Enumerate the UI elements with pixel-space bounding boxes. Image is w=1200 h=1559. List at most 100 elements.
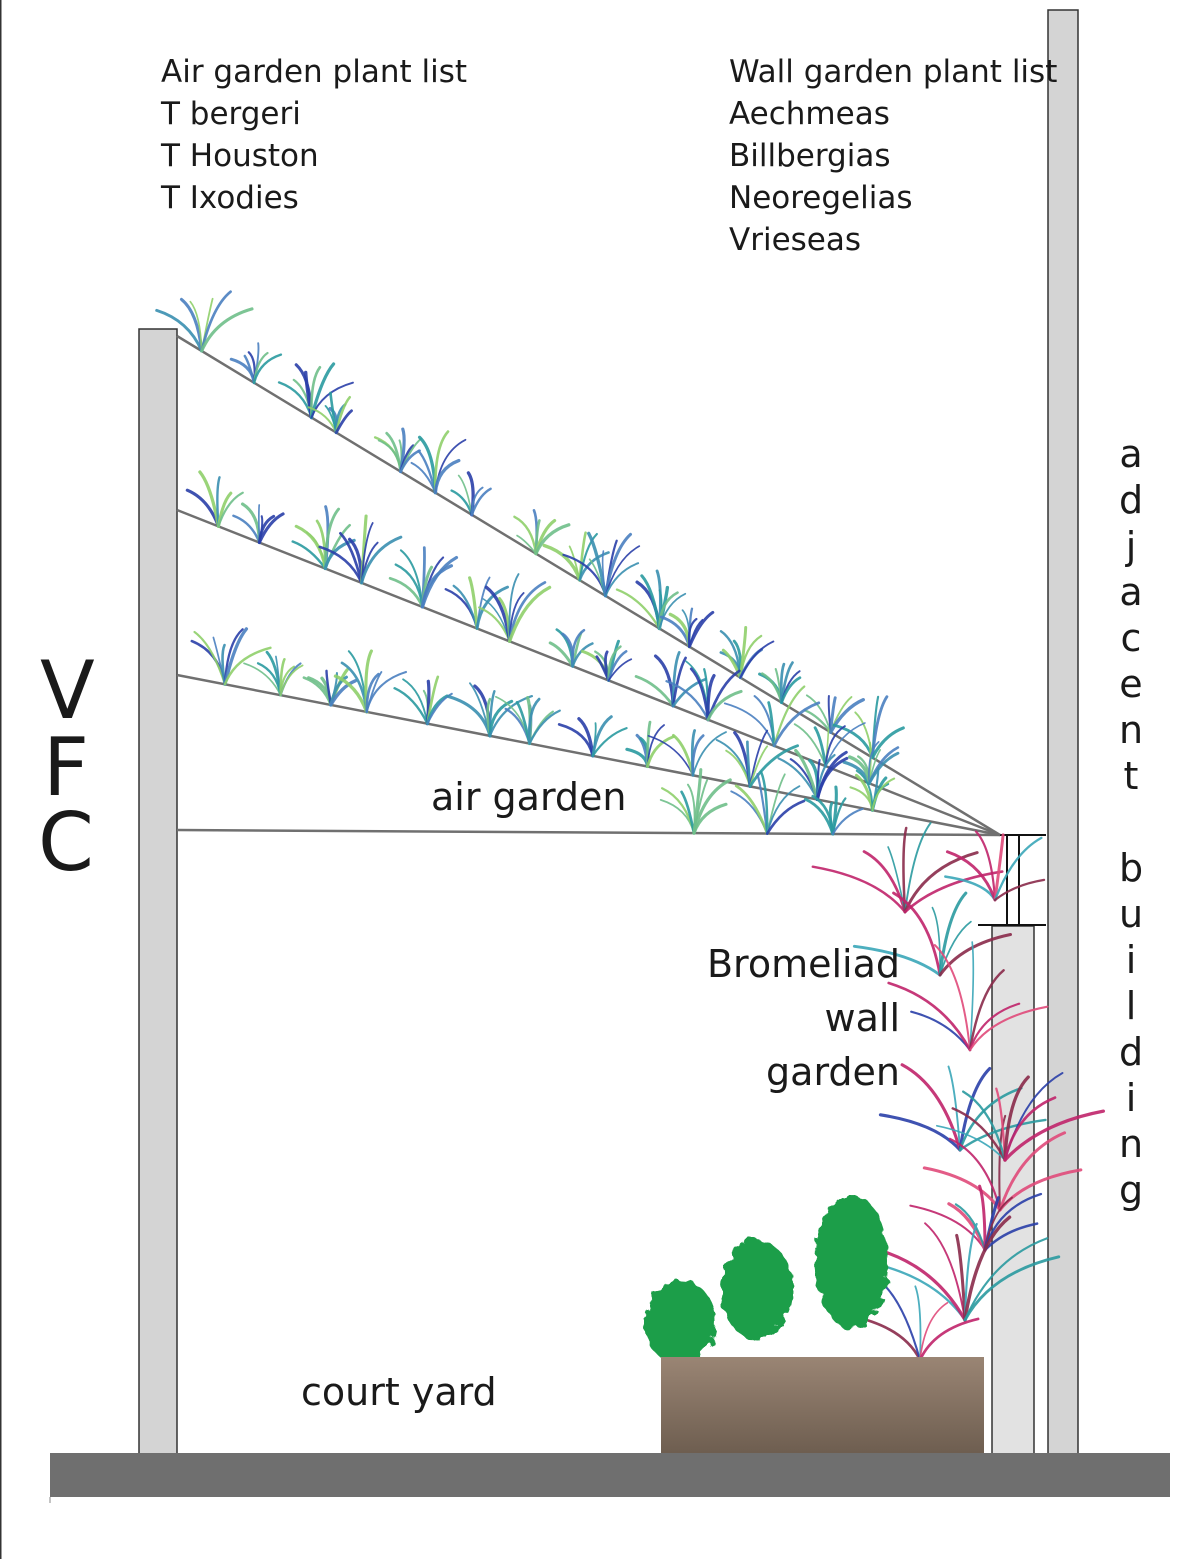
- air-plant: [450, 471, 492, 517]
- bromeliad-label-line: Bromeliad: [707, 942, 900, 986]
- air-plant: [333, 649, 408, 714]
- air-plant: [723, 685, 821, 748]
- cable-1: [176, 334, 1001, 837]
- air-list-heading: Air garden plant list: [161, 54, 467, 90]
- adjacent-building-letter: n: [1119, 708, 1143, 752]
- vfc-wall: [138, 328, 178, 1458]
- wall-list-item: Aechmeas: [729, 96, 890, 132]
- air-list-item: T Houston: [160, 138, 319, 174]
- air-plant: [634, 651, 707, 708]
- air-garden-plant-list: Air garden plant list T bergeri T Housto…: [160, 54, 467, 216]
- air-plant: [513, 509, 571, 556]
- air-plant: [494, 695, 561, 746]
- adjacent-building-letter: i: [1126, 1076, 1137, 1120]
- frame-left-edge: [0, 0, 2, 1559]
- air-plant: [581, 639, 633, 682]
- air-plants: [155, 290, 905, 836]
- air-plant: [665, 660, 743, 722]
- cable-4: [176, 828, 1001, 837]
- air-list-item: T Ixodies: [160, 180, 299, 216]
- air-plant: [659, 768, 732, 835]
- bromeliads: [811, 822, 1106, 1362]
- air-plant: [548, 628, 594, 668]
- air-plant: [190, 627, 272, 686]
- support-cables: [176, 334, 1001, 837]
- vfc-label: V F C: [38, 644, 95, 889]
- air-plant: [542, 531, 610, 582]
- adjacent-building-letter: b: [1119, 846, 1143, 890]
- air-plant: [307, 391, 353, 435]
- bromeliad-plant: [887, 941, 1049, 1052]
- air-plant: [777, 748, 849, 802]
- bromeliad-label-line: garden: [766, 1050, 900, 1094]
- air-plant: [155, 290, 254, 353]
- adjacent-building-letter: d: [1119, 1030, 1143, 1074]
- air-plant: [243, 650, 304, 697]
- shrub-2: [721, 1240, 793, 1340]
- air-plant: [803, 785, 864, 836]
- adjacent-building-wall: [1047, 9, 1079, 1458]
- court-yard-label: court yard: [301, 1370, 497, 1414]
- wall-garden-plant-list: Wall garden plant list Aechmeas Billberg…: [729, 54, 1057, 258]
- air-plant: [625, 720, 675, 769]
- bromeliad-plant: [852, 891, 1012, 977]
- air-plant: [730, 770, 806, 835]
- air-plant: [478, 573, 552, 643]
- air-plant: [302, 668, 357, 707]
- air-plant: [185, 470, 244, 529]
- shrub-3: [816, 1194, 888, 1330]
- air-plant: [232, 502, 285, 545]
- adjacent-building-letter: g: [1119, 1168, 1143, 1212]
- air-plant: [803, 694, 865, 734]
- air-plant: [758, 661, 802, 705]
- air-plant: [318, 514, 403, 585]
- vfc-letter: V: [40, 644, 95, 737]
- planter: [644, 1194, 984, 1453]
- bromeliad-plant: [868, 1215, 1061, 1322]
- wall-list-item: Vrieseas: [729, 222, 861, 258]
- air-plant: [557, 715, 628, 758]
- adjacent-building-letter: u: [1119, 892, 1143, 936]
- air-plant: [229, 342, 283, 385]
- air-list-item: T bergeri: [160, 96, 301, 132]
- adjacent-building-letter: a: [1119, 432, 1142, 476]
- shrub-1: [644, 1280, 716, 1364]
- adjacent-building-letter: a: [1119, 570, 1142, 614]
- air-plant: [446, 682, 534, 738]
- adjacent-building-letter: j: [1125, 524, 1137, 568]
- adjacent-building-letter: l: [1126, 984, 1137, 1028]
- air-plant: [393, 675, 453, 726]
- shrubs: [644, 1194, 888, 1364]
- vfc-letter: C: [38, 796, 94, 889]
- ground-slab: [50, 1453, 1170, 1497]
- air-plant: [842, 741, 900, 786]
- air-plant: [615, 569, 687, 631]
- adjacent-building-letter: c: [1121, 616, 1142, 660]
- air-plant: [373, 427, 423, 474]
- air-plant: [410, 430, 467, 495]
- wall-list-item: Neoregelias: [729, 180, 913, 216]
- adjacent-building-letter: d: [1119, 478, 1143, 522]
- planter-box: [661, 1357, 984, 1453]
- air-plant: [277, 362, 354, 420]
- cable-anchor-bracket: [978, 834, 1046, 926]
- bromeliad-label-line: wall: [825, 996, 900, 1040]
- wall-list-item: Billbergias: [729, 138, 891, 174]
- wall-list-heading: Wall garden plant list: [729, 54, 1057, 90]
- adjacent-building-letter: t: [1124, 754, 1139, 798]
- air-garden-label: air garden: [431, 775, 627, 819]
- adjacent-building-letter: i: [1126, 938, 1137, 982]
- air-plant: [388, 546, 459, 609]
- air-plant: [849, 767, 896, 812]
- air-plant: [647, 729, 727, 777]
- adjacent-building-letter: n: [1119, 1122, 1143, 1166]
- air-plant: [444, 576, 509, 631]
- adjacent-building-letter: e: [1119, 662, 1142, 706]
- air-plant: [659, 607, 715, 649]
- air-plant: [562, 531, 641, 598]
- air-plant: [793, 722, 866, 768]
- bromeliad-wall-garden-label: Bromeliad wall garden: [707, 942, 900, 1094]
- bromeliad-plant: [936, 1072, 1106, 1162]
